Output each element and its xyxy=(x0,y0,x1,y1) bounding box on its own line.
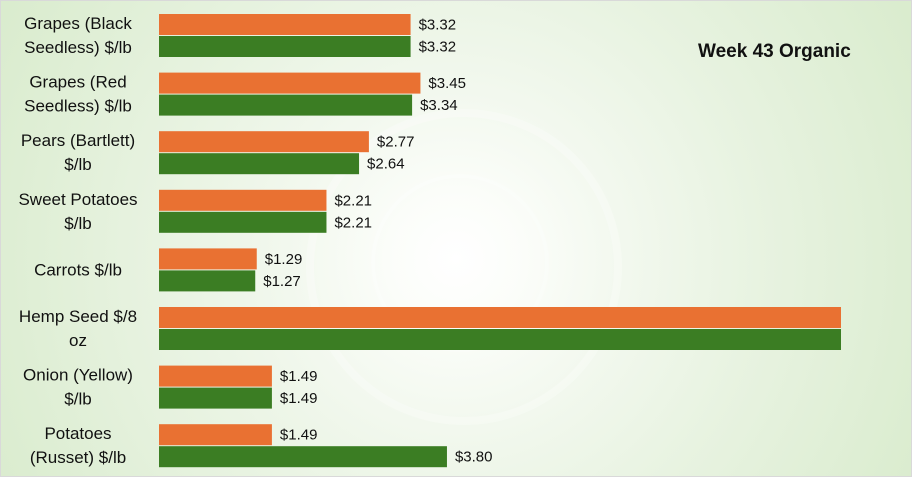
category-label-line: Onion (Yellow) xyxy=(23,366,133,385)
bar-series-2 xyxy=(159,153,360,175)
data-label: $3.32 xyxy=(419,39,457,56)
category-label-line: Carrots $/lb xyxy=(34,260,122,279)
data-label: $1.27 xyxy=(263,273,301,290)
category-label-line: Seedless) $/lb xyxy=(24,38,132,57)
category-label-line: $/lb xyxy=(64,390,91,409)
bar-series-1 xyxy=(159,189,327,211)
category-label: Onion (Yellow) $/lb xyxy=(23,366,133,409)
bar-series-2 xyxy=(159,387,272,409)
category-label: Pears (Bartlett) $/lb xyxy=(21,131,135,174)
category-label-line: $/lb xyxy=(64,155,91,174)
bar-series-1 xyxy=(159,365,272,387)
bar-series-2 xyxy=(159,211,327,233)
bar-series-1 xyxy=(159,131,369,153)
data-label: $1.49 xyxy=(280,427,318,444)
category-label-line: Potatoes xyxy=(44,424,111,443)
chart-title: Week 43 Organic xyxy=(698,41,851,62)
category-label: Sweet Potatoes $/lb xyxy=(18,190,137,233)
bar-series-1 xyxy=(159,14,411,35)
category-label-line: $/lb xyxy=(64,214,91,233)
bar-series-2 xyxy=(159,446,447,468)
category-label-line: Seedless) $/lb xyxy=(24,97,132,116)
category-label: Hemp Seed $/8 oz xyxy=(19,307,137,350)
bar-series-2 xyxy=(159,270,256,292)
bar-series-2 xyxy=(159,329,841,350)
category-label-line: Hemp Seed $/8 xyxy=(19,307,137,326)
category-label-line: Sweet Potatoes xyxy=(18,190,137,209)
data-label: $2.77 xyxy=(377,134,415,151)
category-label-line: Grapes (Red xyxy=(29,73,126,92)
bar-series-1 xyxy=(159,248,257,270)
category-label-line: Grapes (Black xyxy=(24,14,132,33)
bar-series-2 xyxy=(159,94,413,116)
category-label: Grapes (Red Seedless) $/lb xyxy=(24,73,132,116)
category-label-line: oz xyxy=(69,331,87,350)
data-label: $2.64 xyxy=(367,156,405,173)
data-label: $3.34 xyxy=(420,97,458,114)
data-label: $1.49 xyxy=(280,368,318,385)
data-label: $3.45 xyxy=(428,75,466,92)
bar-series-2 xyxy=(159,36,411,57)
data-label: $1.49 xyxy=(280,390,318,407)
data-label: $2.21 xyxy=(334,214,372,231)
data-label: $3.80 xyxy=(455,449,493,466)
bar-series-1 xyxy=(159,72,421,94)
data-label: $2.21 xyxy=(334,192,372,209)
category-label-line: (Russet) $/lb xyxy=(30,448,126,467)
category-label: Carrots $/lb xyxy=(34,260,122,279)
category-label: Potatoes (Russet) $/lb xyxy=(30,424,126,467)
category-label: Grapes (Black Seedless) $/lb xyxy=(24,14,132,57)
bar-series-1 xyxy=(159,307,841,328)
bar-series-1 xyxy=(159,424,272,446)
data-label: $1.29 xyxy=(265,251,303,268)
data-label: $3.32 xyxy=(419,17,457,34)
category-label-line: Pears (Bartlett) xyxy=(21,131,135,150)
